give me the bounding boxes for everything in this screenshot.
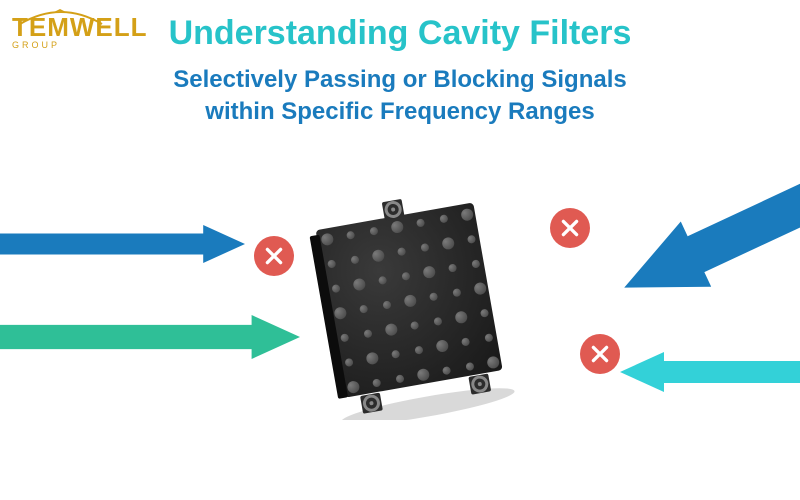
signal-arrow-top-right <box>609 168 800 320</box>
subtitle-line-1: Selectively Passing or Blocking Signals <box>0 64 800 96</box>
signal-arrow-bottom-right <box>620 352 800 392</box>
blocked-signal-icon <box>254 236 294 276</box>
subtitle-line-2: within Specific Frequency Ranges <box>0 96 800 128</box>
signal-arrow-top-left <box>0 225 245 263</box>
blocked-signal-icon <box>550 208 590 248</box>
page-title: Understanding Cavity Filters <box>0 14 800 53</box>
signal-arrow-bottom-left <box>0 315 300 359</box>
blocked-signal-icon <box>580 334 620 374</box>
page-subtitle: Selectively Passing or Blocking Signals … <box>0 64 800 129</box>
cavity-filter-device <box>295 190 525 420</box>
